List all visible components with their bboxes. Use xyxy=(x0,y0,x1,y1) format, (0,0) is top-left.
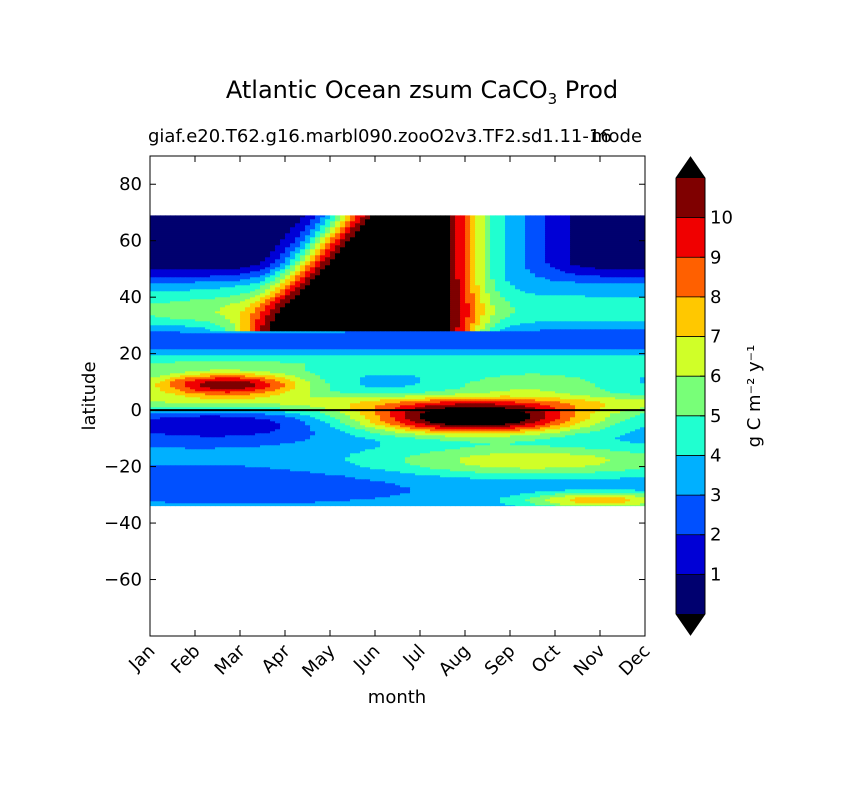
contour-field xyxy=(150,215,646,508)
